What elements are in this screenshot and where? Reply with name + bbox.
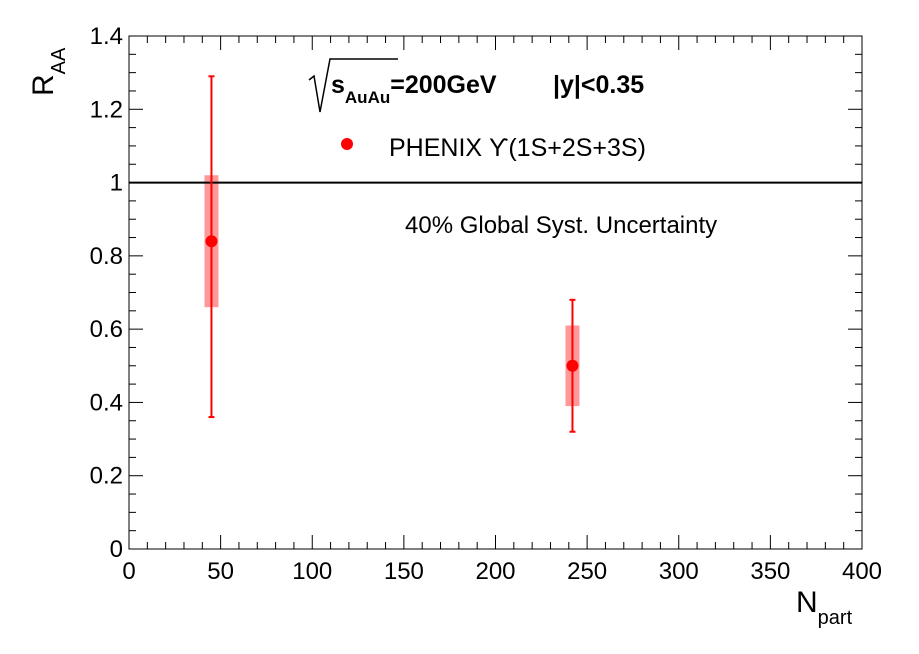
y-tick-label: 1.4 — [90, 23, 123, 50]
plot-frame — [128, 35, 863, 550]
x-tick-label: 300 — [659, 558, 699, 585]
axis-ticks — [128, 35, 863, 550]
stat-error-bars — [208, 75, 576, 433]
y-tick-label: 0.6 — [90, 316, 123, 343]
x-tick-label: 50 — [207, 558, 234, 585]
legend-marker — [341, 138, 353, 150]
sqrt-sign — [308, 58, 398, 113]
rapidity-label: |y|<0.35 — [553, 71, 644, 99]
data-points — [205, 235, 579, 372]
data-point — [566, 359, 579, 372]
y-tick-labels: 0 0.2 0.4 0.6 0.8 1 1.2 1.4 — [90, 23, 123, 563]
syst-boxes — [204, 175, 580, 407]
x-tick-label: 0 — [122, 558, 135, 585]
y-axis-title: RAA — [27, 47, 70, 96]
x-tick-label: 200 — [475, 558, 515, 585]
x-tick-label: 150 — [384, 558, 424, 585]
y-tick-label: 0 — [110, 536, 123, 563]
x-tick-label: 250 — [567, 558, 607, 585]
x-tick-labels: 0 50 100 150 200 250 300 350 400 — [122, 558, 882, 585]
x-axis-title: Npart — [796, 586, 853, 629]
y-tick-label: 1 — [110, 170, 123, 197]
x-tick-label: 400 — [842, 558, 882, 585]
legend-label: PHENIX ϒ(1S+2S+3S) — [389, 134, 646, 162]
x-tick-label: 350 — [750, 558, 790, 585]
global-syst-note: 40% Global Syst. Uncertainty — [405, 212, 717, 239]
legend: PHENIX ϒ(1S+2S+3S) — [341, 134, 646, 162]
y-tick-label: 1.2 — [90, 96, 123, 123]
x-tick-label: 100 — [292, 558, 332, 585]
data-point — [205, 235, 218, 248]
y-tick-label: 0.8 — [90, 243, 123, 270]
y-tick-label: 0.2 — [90, 463, 123, 490]
svg-text:sAuAu=200GeV: sAuAu=200GeV — [331, 71, 497, 107]
y-tick-label: 0.4 — [90, 389, 123, 416]
energy-annotation: sAuAu=200GeV |y|<0.35 — [308, 58, 644, 113]
